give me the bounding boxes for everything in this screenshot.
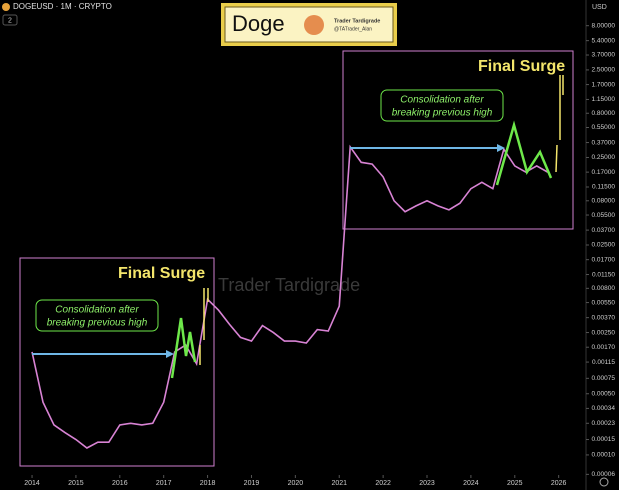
y-tick-label: 0.11500 <box>592 184 615 191</box>
y-tick-label: 0.00006 <box>592 471 616 478</box>
logo-line1: Trader Tardigrade <box>334 18 380 24</box>
note-text: breaking previous high <box>47 318 148 329</box>
zigzag <box>495 120 553 186</box>
x-tick-label: 2023 <box>419 480 435 487</box>
y-tick-label: 8.00000 <box>592 22 616 29</box>
y-tick-label: 0.03700 <box>592 227 616 234</box>
y-tick-label: 2.50000 <box>592 67 616 74</box>
symbol-icon <box>2 3 10 11</box>
zigzag <box>170 317 197 379</box>
y-tick-label: 3.70000 <box>592 52 616 59</box>
chart-title: DOGEUSD · 1M · CRYPTO <box>13 2 112 11</box>
x-tick-label: 2017 <box>156 480 172 487</box>
logo-icon <box>304 15 324 35</box>
y-tick-label: 0.00034 <box>592 405 616 412</box>
x-tick-label: 2024 <box>463 480 479 487</box>
note-text: Consolidation after <box>400 95 484 106</box>
y-tick-label: 0.00800 <box>592 285 616 292</box>
x-tick-label: 2021 <box>331 480 347 487</box>
currency[interactable]: USD <box>592 4 607 11</box>
y-tick-label: 0.00015 <box>592 436 616 443</box>
y-tick-label: 0.17000 <box>592 169 616 176</box>
price-line <box>31 144 549 449</box>
x-tick-label: 2015 <box>68 480 84 487</box>
y-tick-label: 0.08000 <box>592 198 616 205</box>
note-bubble <box>35 299 159 332</box>
x-tick-label: 2016 <box>112 480 128 487</box>
x-tick-label: 2014 <box>24 480 40 487</box>
y-tick-label: 0.02500 <box>592 242 616 249</box>
y-tick-label: 1.15000 <box>592 96 616 103</box>
x-tick-label: 2022 <box>375 480 391 487</box>
note-text: breaking previous high <box>392 108 493 119</box>
y-tick-label: 0.00075 <box>592 375 616 382</box>
y-tick-label: 0.00023 <box>592 420 616 427</box>
y-tick-label: 0.25000 <box>592 154 616 161</box>
y-tick-label: 0.01150 <box>592 271 615 278</box>
x-tick-label: 2018 <box>200 480 216 487</box>
y-tick-label: 0.00050 <box>592 390 616 397</box>
y-tick-label: 0.00370 <box>592 314 616 321</box>
badge[interactable] <box>2 14 18 26</box>
range-box <box>342 50 574 230</box>
y-tick-label: 1.70000 <box>592 81 616 88</box>
y-tick-label: 0.00550 <box>592 299 616 306</box>
y-tick-label: 0.00115 <box>592 359 615 366</box>
y-tick-label: 0.00170 <box>592 344 616 351</box>
x-tick-label: 2026 <box>551 480 567 487</box>
surge-label: Final Surge <box>118 265 205 282</box>
y-tick-label: 0.00010 <box>592 452 616 459</box>
watermark: Trader Tardigrade <box>218 275 360 295</box>
surge-label: Final Surge <box>478 58 565 75</box>
x-tick-label: 2019 <box>244 480 260 487</box>
y-tick-label: 0.37000 <box>592 139 616 146</box>
range-box <box>19 257 215 467</box>
arrow-head <box>166 350 174 358</box>
x-tick-label: 2020 <box>288 480 304 487</box>
y-tick-label: 0.55000 <box>592 124 616 131</box>
arrow-head <box>497 144 505 152</box>
logo-line2: @TATrader_Alan <box>334 26 372 32</box>
y-tick-label: 0.00250 <box>592 329 616 336</box>
note-bubble <box>380 89 504 122</box>
y-tick-label: 0.01700 <box>592 256 616 263</box>
x-tick-label: 2025 <box>507 480 523 487</box>
note-text: Consolidation after <box>55 305 139 316</box>
y-tick-label: 5.40000 <box>592 37 616 44</box>
y-tick-label: 0.05500 <box>592 212 616 219</box>
interval-badge[interactable]: 2 <box>8 17 12 24</box>
y-tick-label: 0.80000 <box>592 110 616 117</box>
surge-mark <box>555 144 558 173</box>
settings-button[interactable] <box>599 477 609 487</box>
logo-name: Doge <box>232 11 285 36</box>
